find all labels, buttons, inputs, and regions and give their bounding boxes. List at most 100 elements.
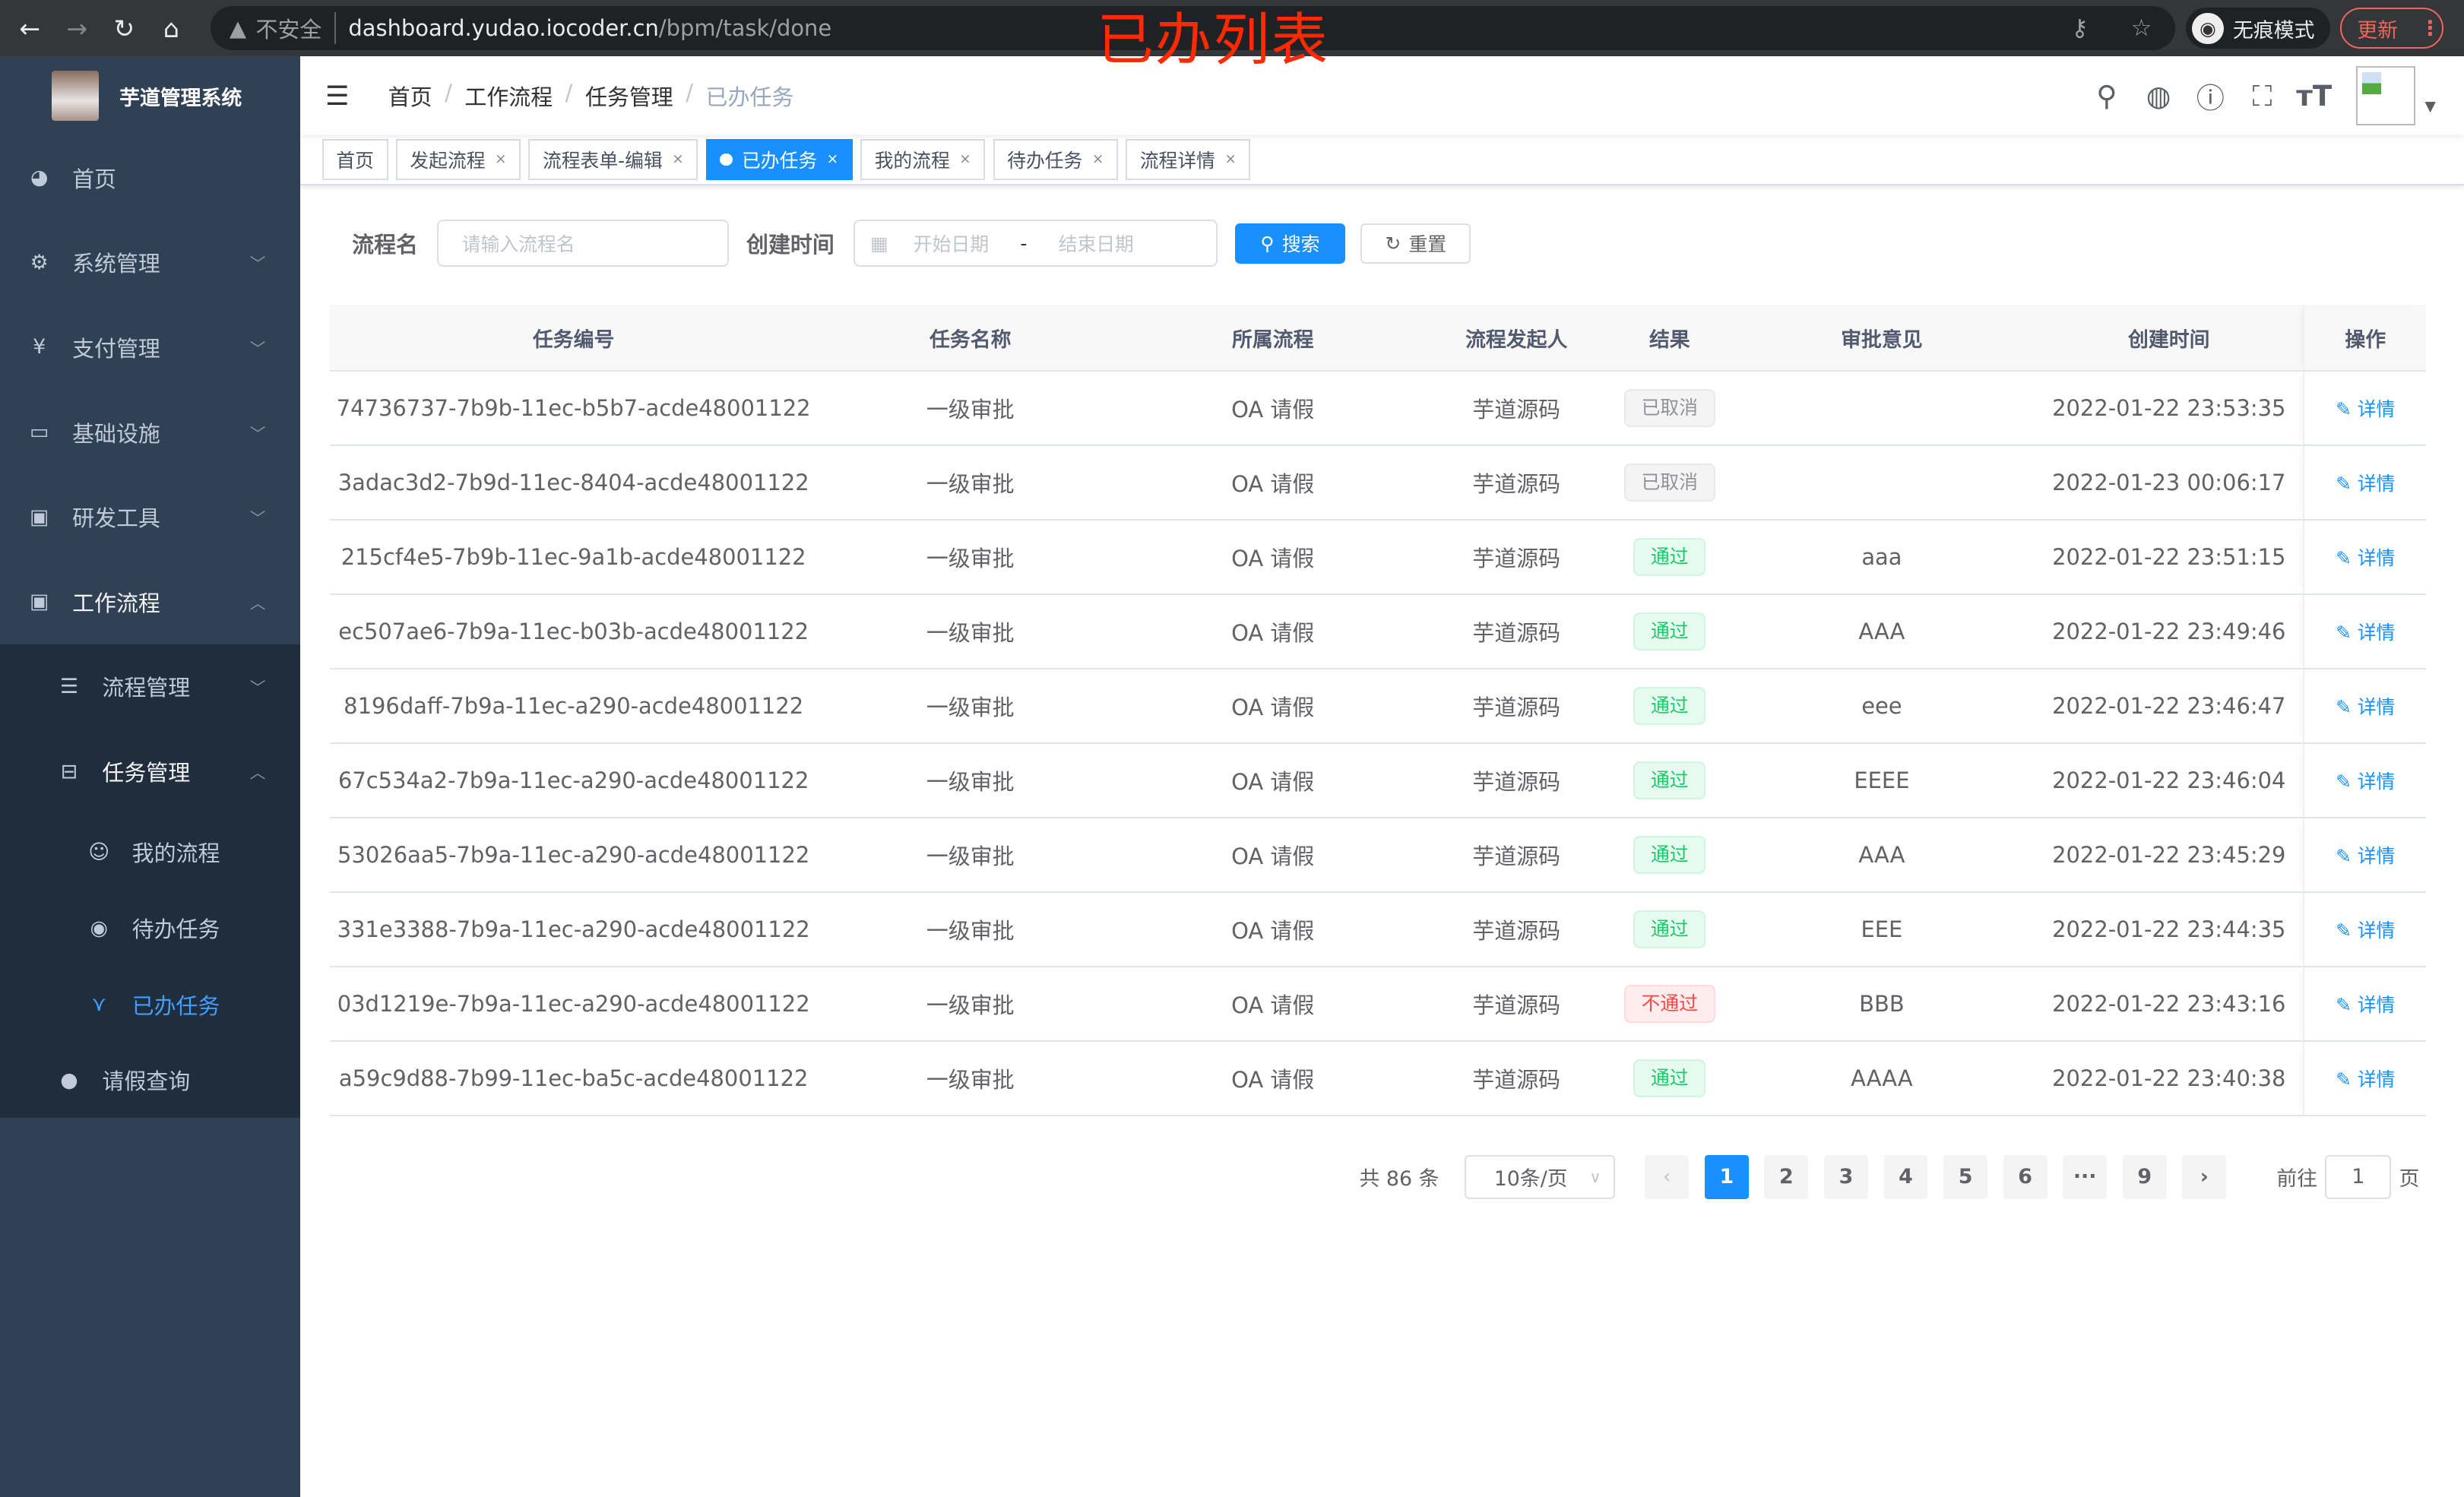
cell-task-id: 215cf4e5-7b9b-11ec-9a1b-acde48001122 xyxy=(330,519,818,595)
goto-page-input[interactable]: 1 xyxy=(2325,1154,2392,1199)
cell-result: 已取消 xyxy=(1610,370,1729,446)
detail-label: 详情 xyxy=(2357,770,2396,793)
sidebar-item-tool[interactable]: ▣ 研发工具 ﹀ xyxy=(0,474,300,559)
result-tag: 通过 xyxy=(1633,1059,1706,1097)
workflow-submenu: ☰ 流程管理 ﹀ ⊟ 任务管理 ︿ ☺ 我的流程 ◉ 待办任务 ⋎ 已办任务 ● 请假查询 xyxy=(0,644,300,1118)
sidebar-item-pay[interactable]: ¥ 支付管理 ﹀ xyxy=(0,305,300,390)
cell-task-id: 8196daff-7b9a-11ec-a290-acde48001122 xyxy=(330,668,818,744)
fullscreen-icon[interactable]: ⛶ xyxy=(2252,78,2272,112)
dashboard-icon: ◕ xyxy=(30,166,49,190)
back-icon[interactable]: ← xyxy=(19,13,41,43)
avatar[interactable] xyxy=(2355,65,2416,126)
sidebar-item-home[interactable]: ◕ 首页 xyxy=(0,135,300,220)
cell-create-time: 2022-01-22 23:43:16 xyxy=(2035,966,2304,1042)
sidebar-item-leave[interactable]: ● 请假查询 xyxy=(0,1043,300,1118)
header-task-id: 任务编号 xyxy=(330,305,818,372)
detail-button[interactable]: ✎ 详情 xyxy=(2336,398,2395,420)
logo[interactable]: 芋道管理系统 xyxy=(0,56,300,135)
sidebar-item-process-manage[interactable]: ☰ 流程管理 ﹀ xyxy=(0,644,300,730)
page-button[interactable]: 4 xyxy=(1883,1154,1928,1199)
cell-task-name: 一级审批 xyxy=(817,966,1124,1042)
cell-create-time: 2022-01-22 23:46:47 xyxy=(2035,668,2304,744)
hamburger-icon[interactable]: ☰ xyxy=(325,80,350,112)
page-button[interactable]: 1 xyxy=(1704,1154,1749,1199)
sidebar-item-my-process[interactable]: ☺ 我的流程 xyxy=(0,814,300,890)
sidebar-item-system[interactable]: ⚙ 系统管理 ﹀ xyxy=(0,220,300,305)
key-icon[interactable]: ⚷ xyxy=(2071,14,2089,43)
page-size-select[interactable]: 10条/页 ∨ xyxy=(1464,1154,1615,1199)
caret-down-icon[interactable]: ▼ xyxy=(2424,99,2436,116)
sidebar-item-done[interactable]: ⋎ 已办任务 xyxy=(0,966,300,1042)
range-separator: - xyxy=(1020,232,1028,255)
github-icon[interactable]: ◍ xyxy=(2146,79,2171,113)
tag-form-edit[interactable]: 流程表单-编辑 × xyxy=(528,139,698,180)
tag-my-process[interactable]: 我的流程 × xyxy=(860,139,986,180)
detail-button[interactable]: ✎ 详情 xyxy=(2336,919,2395,942)
page-button[interactable]: 3 xyxy=(1823,1154,1868,1199)
close-icon[interactable]: × xyxy=(959,151,971,168)
detail-button[interactable]: ✎ 详情 xyxy=(2336,473,2395,495)
table-row: 67c534a2-7b9a-11ec-a290-acde48001122 一级审批… xyxy=(330,742,2427,818)
detail-button[interactable]: ✎ 详情 xyxy=(2336,1068,2395,1090)
sidebar-item-task-manage[interactable]: ⊟ 任务管理 ︿ xyxy=(0,729,300,814)
detail-button[interactable]: ✎ 详情 xyxy=(2336,845,2395,867)
next-page-button[interactable]: › xyxy=(2182,1154,2227,1199)
home-icon[interactable]: ⌂ xyxy=(163,13,179,43)
breadcrumb-task[interactable]: 任务管理 xyxy=(584,84,673,111)
toolbox-icon: ▣ xyxy=(29,505,49,529)
page-button[interactable]: 2 xyxy=(1764,1154,1809,1199)
forward-icon[interactable]: → xyxy=(66,13,88,43)
star-icon[interactable]: ☆ xyxy=(2130,14,2152,43)
close-icon[interactable]: × xyxy=(672,151,684,168)
font-size-icon[interactable]: ᴛT xyxy=(2296,79,2333,113)
reset-button[interactable]: ↻ 重置 xyxy=(1360,223,1471,264)
breadcrumb-home[interactable]: 首页 xyxy=(388,84,432,111)
total-count: 共 86 条 xyxy=(1359,1167,1439,1192)
process-name-input[interactable]: 请输入流程名 xyxy=(436,220,730,267)
tag-process-detail[interactable]: 流程详情 × xyxy=(1126,139,1251,180)
incognito-badge[interactable]: ◉ 无痕模式 xyxy=(2186,8,2331,49)
help-icon[interactable]: ⓘ xyxy=(2196,81,2225,116)
breadcrumb-current: 已办任务 xyxy=(705,84,794,111)
cell-process: OA 请假 xyxy=(1123,742,1423,818)
cell-actions: ✎ 详情 xyxy=(2303,1040,2427,1116)
result-tag: 通过 xyxy=(1633,612,1706,650)
sidebar-item-todo[interactable]: ◉ 待办任务 xyxy=(0,890,300,966)
close-icon[interactable]: × xyxy=(826,151,839,168)
url-path: /bpm/task/done xyxy=(658,15,832,42)
page-button[interactable]: ··· xyxy=(2063,1154,2108,1199)
detail-button[interactable]: ✎ 详情 xyxy=(2336,547,2395,569)
search-icon[interactable]: ⚲ xyxy=(2096,79,2117,113)
date-range-picker[interactable]: ▦ 开始日期 - 结束日期 xyxy=(853,220,1218,267)
sidebar-item-label: 研发工具 xyxy=(72,505,160,532)
tag-todo-task[interactable]: 待办任务 × xyxy=(993,139,1118,180)
reload-icon[interactable]: ↻ xyxy=(113,13,135,43)
cell-result: 通过 xyxy=(1610,817,1729,893)
page-button[interactable]: 5 xyxy=(1943,1154,1987,1199)
breadcrumb: 首页 / 工作流程 / 任务管理 / 已办任务 xyxy=(388,80,794,112)
table-header: 任务编号 任务名称 所属流程 流程发起人 结果 审批意见 创建时间 操作 xyxy=(330,305,2427,372)
detail-button[interactable]: ✎ 详情 xyxy=(2336,696,2395,718)
detail-button[interactable]: ✎ 详情 xyxy=(2336,622,2395,644)
close-icon[interactable]: × xyxy=(1091,151,1104,168)
tag-home[interactable]: 首页 xyxy=(321,139,388,180)
cell-process: OA 请假 xyxy=(1123,519,1423,595)
close-icon[interactable]: × xyxy=(494,151,507,168)
detail-button[interactable]: ✎ 详情 xyxy=(2336,994,2395,1016)
prev-page-button[interactable]: ‹ xyxy=(1645,1154,1690,1199)
sidebar-item-workflow[interactable]: ▣ 工作流程 ︿ xyxy=(0,559,300,644)
cell-task-name: 一级审批 xyxy=(817,519,1124,595)
monitor-icon: ▭ xyxy=(29,420,49,445)
tag-start-process[interactable]: 发起流程 × xyxy=(395,139,521,180)
cell-task-id: 67c534a2-7b9a-11ec-a290-acde48001122 xyxy=(330,742,818,818)
update-button[interactable]: 更新 ⋮ xyxy=(2339,8,2444,49)
address-bar[interactable]: ▲ 不安全 dashboard.yudao.iocoder.cn/bpm/tas… xyxy=(211,6,2175,51)
breadcrumb-workflow[interactable]: 工作流程 xyxy=(464,84,553,111)
close-icon[interactable]: × xyxy=(1224,151,1237,168)
search-button[interactable]: ⚲ 搜索 xyxy=(1235,223,1345,264)
page-button[interactable]: 9 xyxy=(2122,1154,2167,1199)
detail-button[interactable]: ✎ 详情 xyxy=(2336,771,2395,793)
page-button[interactable]: 6 xyxy=(2003,1154,2048,1199)
tag-done-task[interactable]: 已办任务 × xyxy=(705,139,853,180)
sidebar-item-infra[interactable]: ▭ 基础设施 ﹀ xyxy=(0,390,300,475)
